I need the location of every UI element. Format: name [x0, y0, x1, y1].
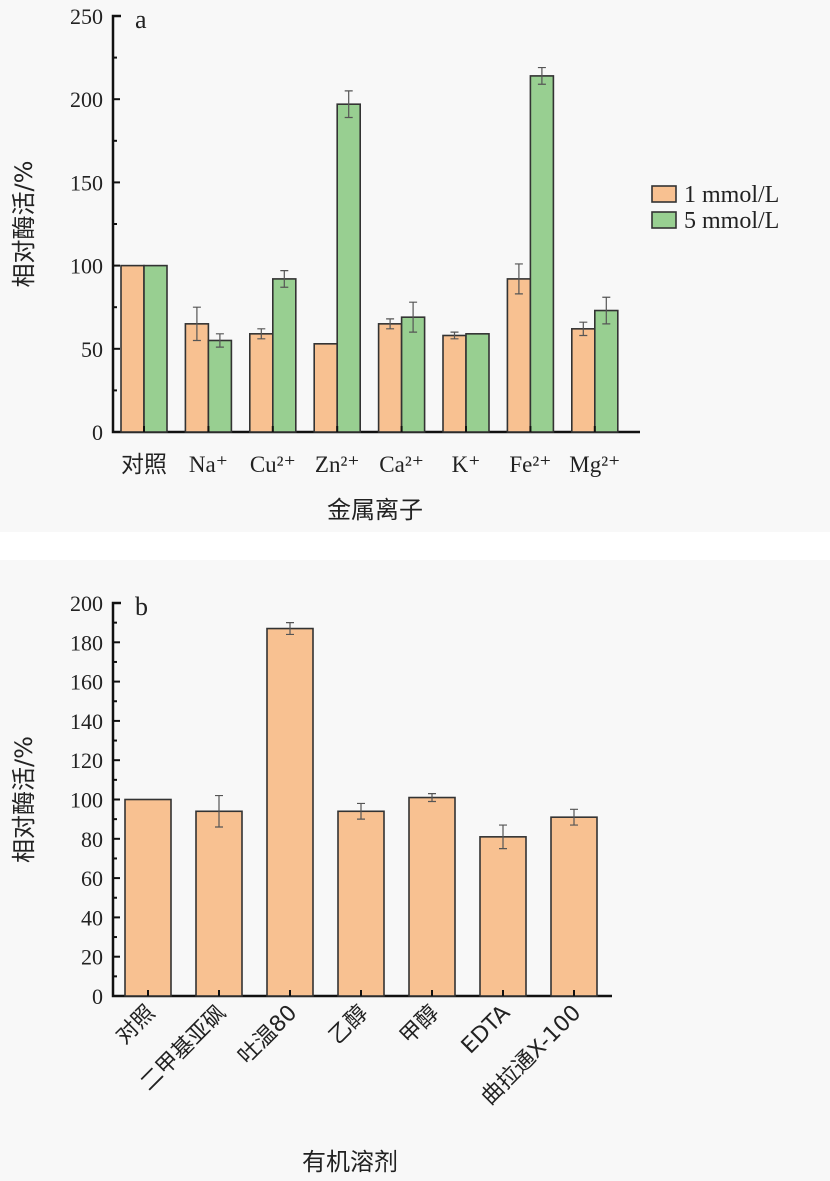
y-tick-label: 200: [70, 87, 103, 112]
x-tick-label: 对照: [121, 452, 167, 477]
error-bar: [286, 622, 294, 636]
chart-a: 0 50 100 150 200 250 a 对照 Na⁺ Cu²⁺ Zn²⁺ Ca²⁺ K⁺ Fe²⁺ M…: [10, 4, 779, 524]
x-tick-label: K⁺: [452, 452, 481, 477]
y-tick-label: 160: [70, 670, 103, 695]
y-tick-label: 60: [81, 866, 103, 891]
bar-series1: [408, 796, 456, 997]
error-bar: [344, 90, 353, 119]
bar-series1: [249, 333, 274, 433]
bar-series2: [465, 333, 490, 433]
error-bar: [409, 301, 418, 333]
y-tick-label: 200: [70, 591, 103, 616]
error-bar: [215, 794, 223, 828]
error-bar: [280, 269, 289, 288]
error-bar: [357, 802, 365, 820]
bar-series2: [143, 264, 168, 433]
error-bar: [499, 824, 507, 850]
y-axis-title: 相对酶活/%: [10, 161, 38, 288]
x-tick-label: Mg²⁺: [569, 452, 620, 477]
y-tick-label: 100: [70, 788, 103, 813]
bar-series2: [529, 75, 555, 433]
y-tick-label: 150: [70, 170, 103, 195]
y-tick-label: 0: [92, 984, 103, 1009]
x-tick-label: Ca²⁺: [379, 452, 424, 477]
bar-series1: [506, 278, 532, 433]
bar-series1: [570, 328, 596, 433]
x-tick-label: Cu²⁺: [250, 452, 296, 477]
error-bar: [192, 306, 201, 342]
bar-series2: [271, 278, 297, 433]
error-bar: [257, 328, 266, 340]
legend-label-1: 1 mmol/L: [684, 182, 779, 208]
x-axis-title: 金属离子: [327, 496, 423, 524]
y-tick-label: 40: [81, 905, 103, 930]
bar-series1: [479, 836, 527, 997]
x-tick-label: Na⁺: [189, 452, 228, 477]
bar-series1: [377, 323, 403, 433]
bar-series2: [593, 309, 619, 433]
bar-series1: [266, 627, 314, 997]
y-tick-label: 250: [70, 4, 103, 29]
error-bar: [579, 321, 588, 337]
bar-series1: [124, 798, 172, 997]
bar-series1: [550, 816, 598, 997]
bar-series1: [442, 334, 467, 433]
bar-series1: [120, 264, 145, 433]
bar-series2: [207, 339, 233, 433]
x-tick-label: Fe²⁺: [509, 452, 551, 477]
legend-swatch-2: [651, 211, 677, 229]
y-tick-label: 140: [70, 709, 103, 734]
y-axis-title: 相对酶活/%: [10, 736, 38, 863]
error-bar: [215, 333, 224, 348]
error-bar: [450, 331, 459, 340]
panel-label: a: [135, 5, 147, 34]
legend-swatch-1: [651, 185, 677, 203]
bar-series1: [337, 810, 385, 997]
y-tick-label: 20: [81, 945, 103, 970]
y-tick-label: 80: [81, 827, 103, 852]
error-bar: [570, 808, 578, 826]
bar-series1: [313, 343, 339, 433]
error-bar: [514, 263, 523, 295]
x-tick-label: Zn²⁺: [315, 452, 360, 477]
bar-series2: [336, 103, 362, 433]
y-tick-label: 0: [92, 420, 103, 445]
y-tick-label: 50: [81, 337, 103, 362]
error-bar: [602, 296, 611, 325]
panel-label: b: [135, 592, 148, 621]
bar-series1: [195, 810, 243, 997]
bar-series2: [400, 316, 426, 433]
y-tick-label: 120: [70, 748, 103, 773]
y-tick-label: 180: [70, 630, 103, 655]
error-bar: [428, 793, 436, 803]
legend-label-2: 5 mmol/L: [684, 208, 779, 234]
error-bar: [537, 66, 546, 85]
y-tick-label: 100: [70, 254, 103, 279]
error-bar: [386, 318, 395, 330]
x-axis-title: 有机溶剂: [302, 1148, 398, 1176]
